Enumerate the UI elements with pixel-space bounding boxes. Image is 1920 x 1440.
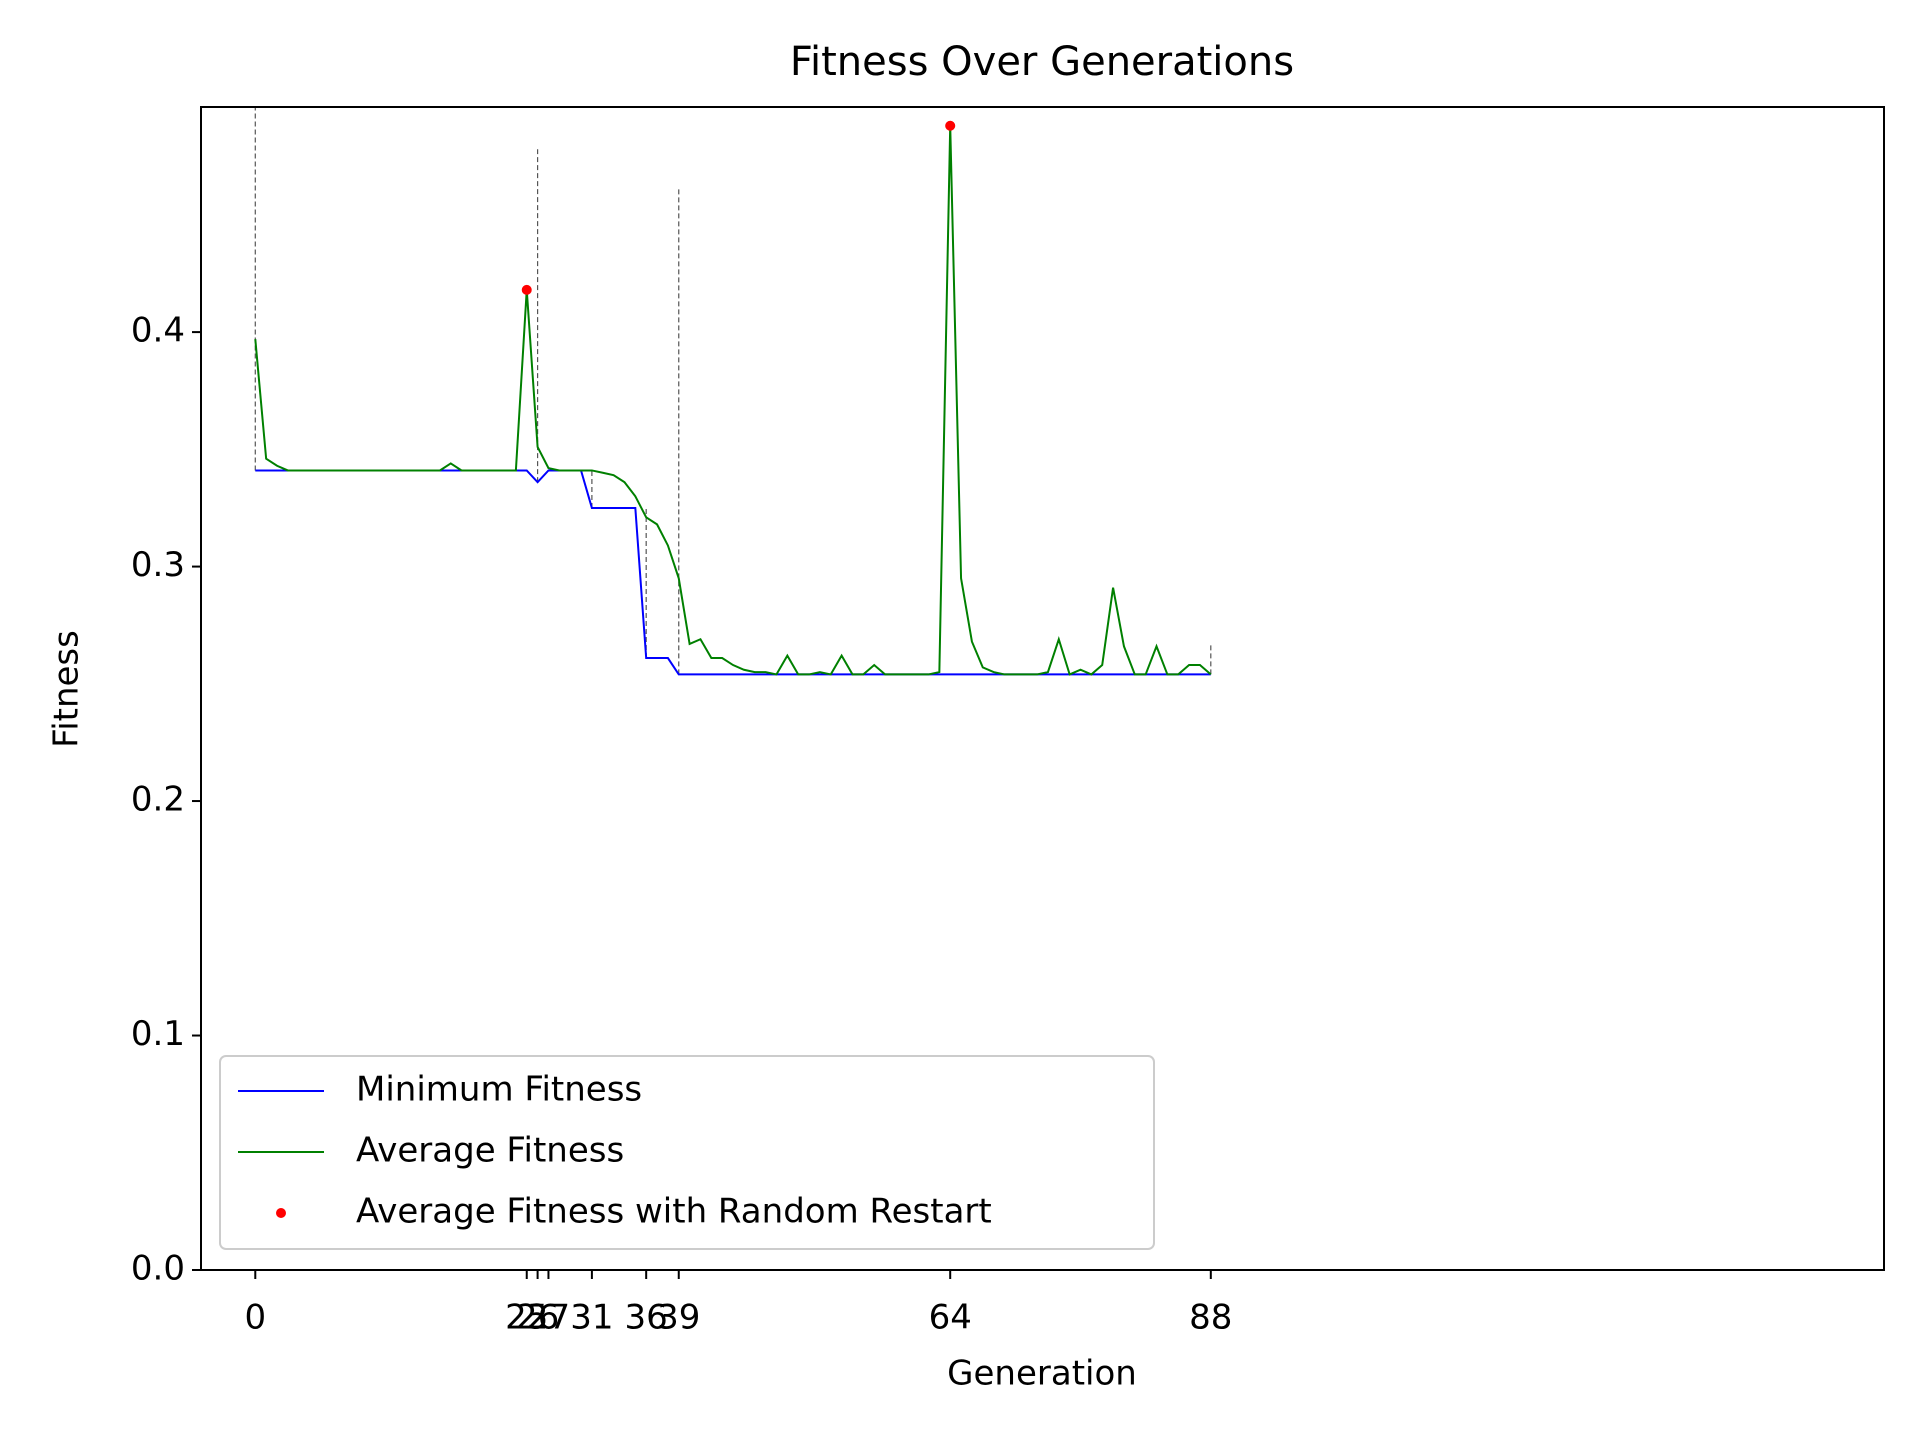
x-axis-label: Generation <box>947 1354 1137 1394</box>
legend-label: Average Fitness <box>356 1131 624 1171</box>
x-tick-label: 27 <box>527 1298 570 1338</box>
y-tick-label: 0.1 <box>131 1014 185 1054</box>
restart-point <box>521 284 532 295</box>
y-tick-label: 0.0 <box>131 1249 185 1289</box>
legend-label: Minimum Fitness <box>356 1070 642 1110</box>
y-axis-label: Fitness <box>47 630 87 748</box>
x-tick-label: 36 <box>625 1298 668 1338</box>
series-line <box>254 125 1212 676</box>
y-tick-label: 0.2 <box>131 780 185 820</box>
y-tick-label: 0.4 <box>131 311 185 351</box>
x-tick-label: 64 <box>929 1298 972 1338</box>
restart-point <box>945 120 956 131</box>
legend-label: Average Fitness with Random Restart <box>356 1192 992 1232</box>
x-tick-label: 0 <box>244 1298 266 1338</box>
legend-marker <box>276 1208 286 1218</box>
x-tick-label: 25 <box>505 1298 548 1338</box>
y-tick-label: 0.3 <box>131 545 185 585</box>
x-tick-label: 26 <box>516 1298 559 1338</box>
x-tick-label: 39 <box>657 1298 700 1338</box>
x-tick-label: 88 <box>1189 1298 1232 1338</box>
legend-box <box>219 1055 1155 1250</box>
chart-title: Fitness Over Generations <box>790 39 1294 85</box>
plot-frame <box>200 106 1885 1271</box>
x-tick-label: 31 <box>570 1298 613 1338</box>
